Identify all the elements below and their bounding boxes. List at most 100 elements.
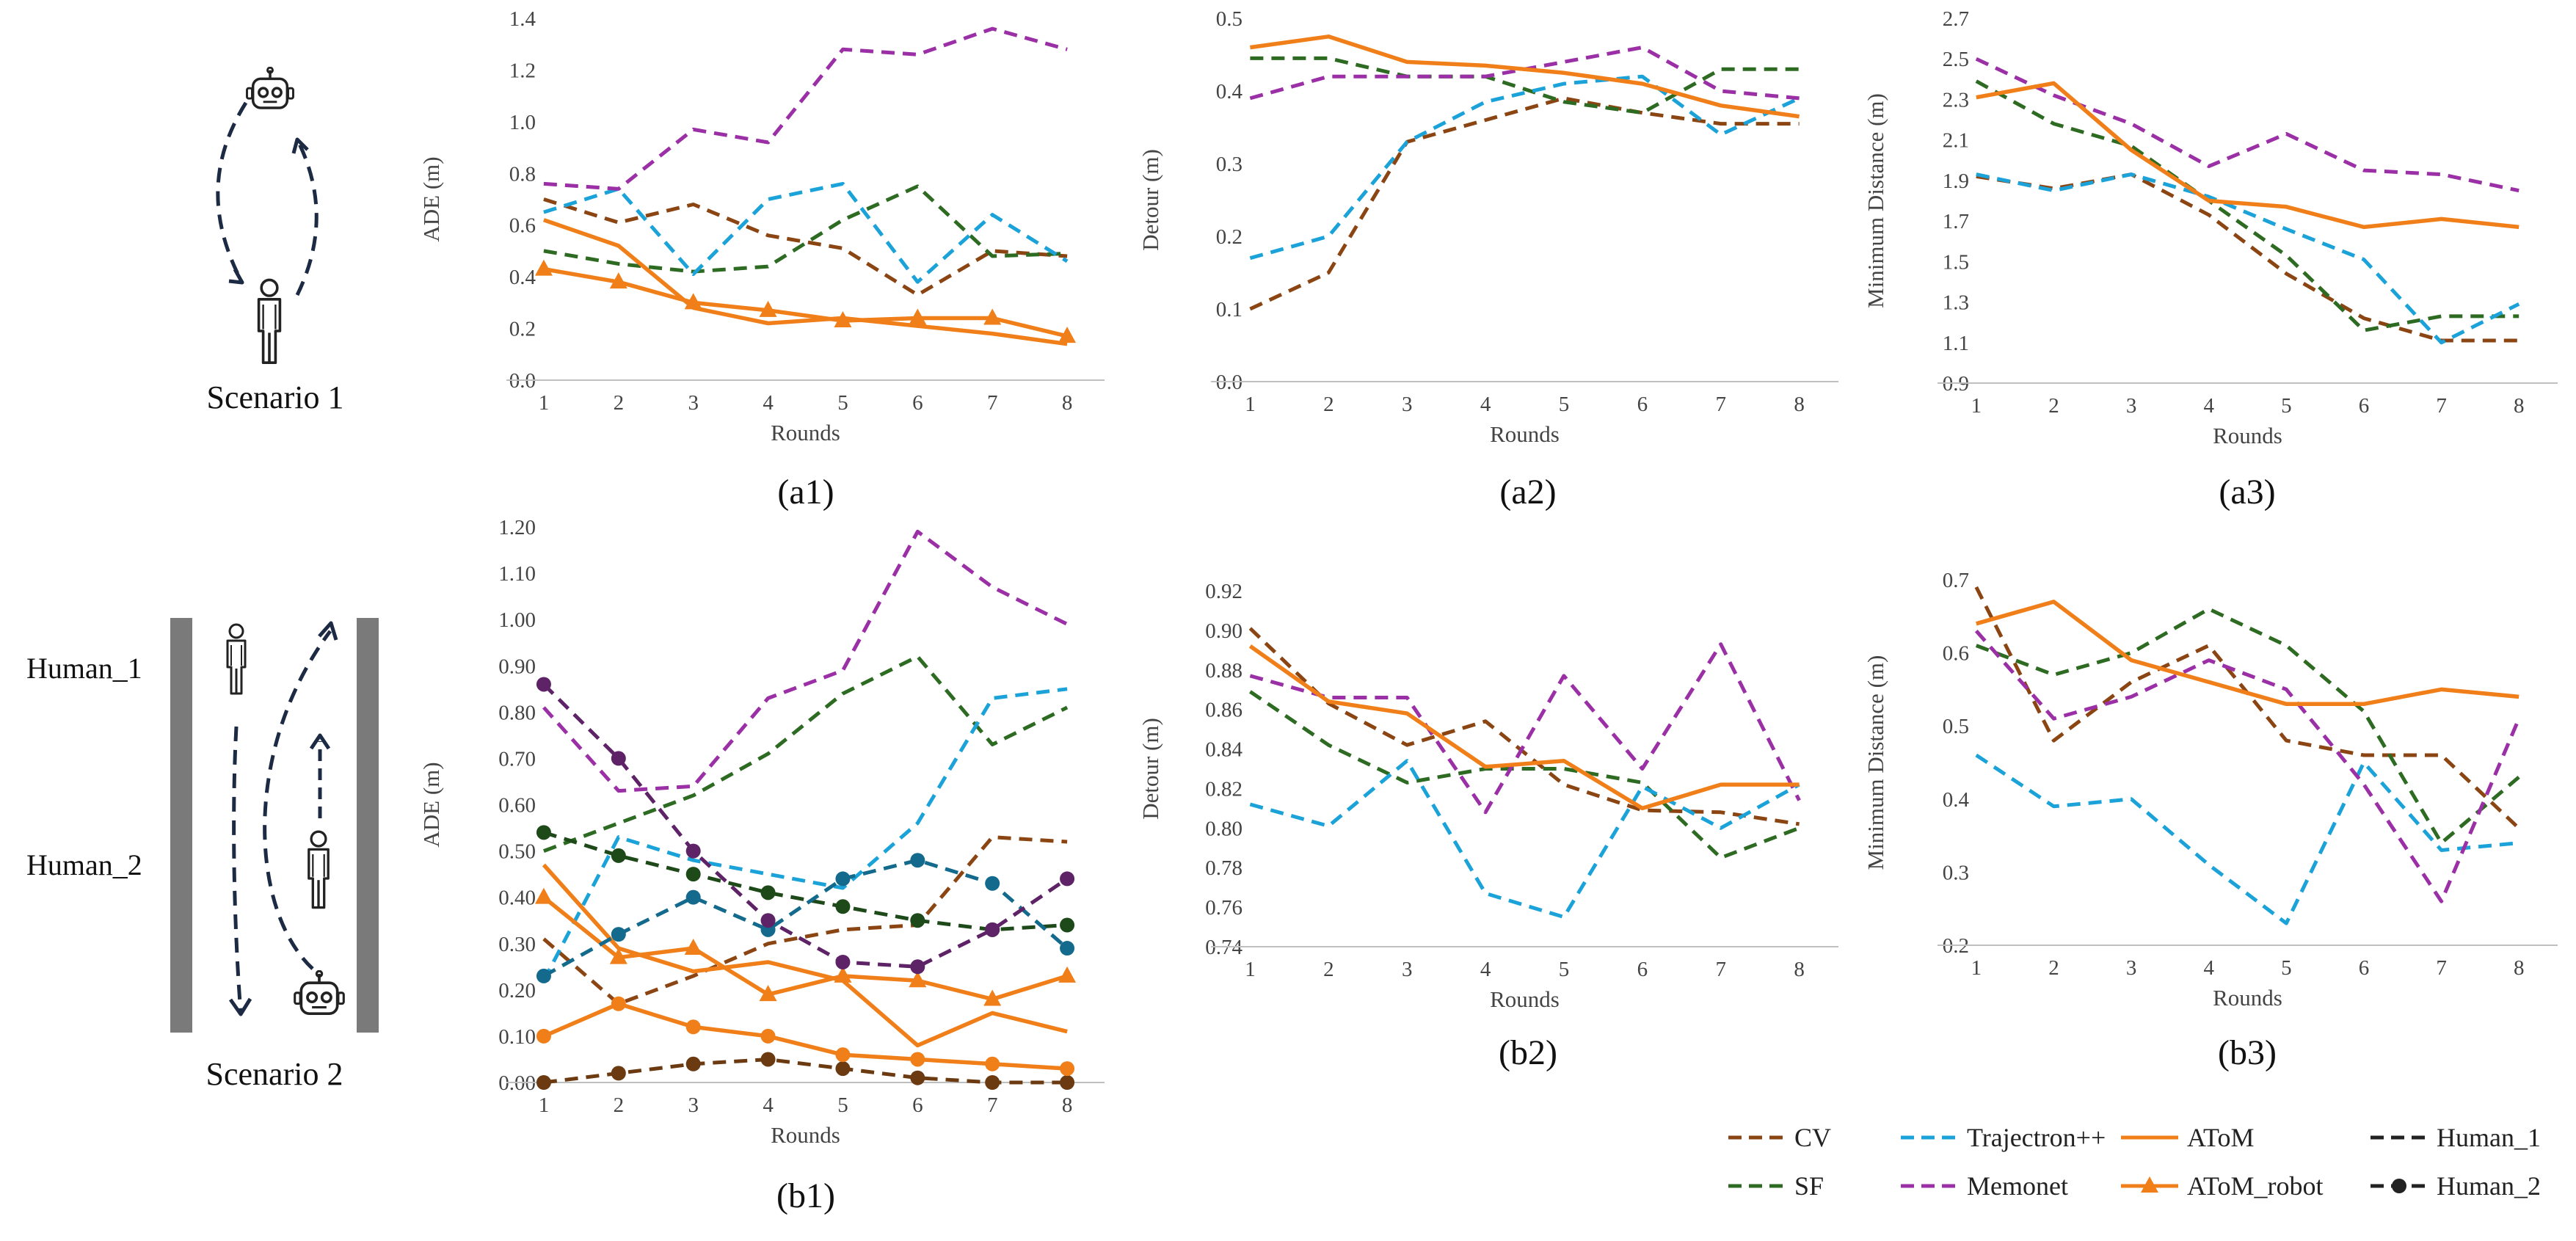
panel-label-a3: (a3)	[2219, 473, 2275, 512]
y-tick-label: 0.40	[498, 887, 536, 910]
data-point-circle	[536, 1075, 551, 1090]
x-tick-label: 2	[614, 391, 625, 415]
scenario-1-illustration: Scenario 1	[207, 67, 343, 415]
y-tick-label: 0.86	[1205, 699, 1242, 722]
y-tick-label: 2.1	[1943, 129, 1969, 153]
y-axis-title: Minimum Distance (m)	[1863, 655, 1888, 870]
data-point-circle	[685, 1056, 701, 1071]
chart-a1: 0.00.20.40.60.81.01.21.41 2 3 4 5 6 7 8RoundsAD…	[418, 7, 1105, 512]
panel-label-a2: (a2)	[1499, 473, 1556, 512]
series-sf	[1248, 690, 1800, 860]
legend-item-atom: AToM	[2121, 1123, 2255, 1152]
legend-label: Trajectron++	[1967, 1123, 2106, 1152]
series-line	[1250, 56, 1800, 115]
series-atom	[1250, 34, 1800, 119]
x-tick-label: 2	[2048, 394, 2059, 418]
y-tick-label: 0.78	[1205, 856, 1242, 880]
robot-icon	[293, 970, 346, 1016]
series-memonet-human-2	[536, 677, 1075, 975]
x-tick-label: 3	[1402, 958, 1413, 981]
path-robot-to-human	[216, 101, 248, 284]
data-point-circle	[1060, 917, 1075, 933]
x-tick-label: 6	[1637, 393, 1648, 416]
x-tick-label: 7	[2436, 394, 2447, 418]
data-point-triangle	[759, 300, 777, 317]
x-tick-label: 3	[2126, 956, 2137, 980]
x-tick-label: 1	[539, 1093, 550, 1117]
y-tick-label: 1.4	[509, 7, 536, 31]
x-tick-label: 7	[987, 391, 998, 415]
series-line	[542, 835, 1068, 1006]
series-atom-human-2	[536, 996, 1075, 1077]
x-axis-title: Rounds	[771, 1122, 840, 1148]
legend-item-trajectron-: Trajectron++	[1901, 1123, 2106, 1152]
x-axis-title: Rounds	[2213, 985, 2282, 1011]
data-point-circle	[985, 1075, 1000, 1090]
right-wall	[357, 618, 379, 1033]
scenario-2-illustration: Human_1 Human_2 Scenario 2	[26, 618, 379, 1092]
series-line	[1249, 642, 1801, 815]
data-point-circle	[910, 1052, 925, 1067]
data-point-triangle	[609, 947, 627, 964]
x-tick-label: 5	[2281, 394, 2292, 418]
series-cv	[1974, 586, 2520, 830]
series-line	[1248, 690, 1800, 860]
series-cv	[1249, 96, 1800, 311]
series-atom	[1976, 600, 2519, 707]
series-sf	[1250, 56, 1800, 115]
y-tick-label: 1.10	[498, 562, 536, 586]
series-trajectron-	[1975, 753, 2519, 925]
data-point-triangle	[684, 293, 702, 310]
human-1-label: Human_1	[26, 652, 142, 685]
series-line	[1975, 57, 2519, 193]
person-icon	[307, 830, 330, 909]
y-tick-label: 0.88	[1205, 659, 1242, 683]
x-tick-label: 3	[688, 391, 699, 415]
x-tick-label: 7	[1715, 958, 1726, 981]
x-tick-label: 4	[763, 1093, 774, 1117]
legend: CV Trajectron++ AToM Human_1 SF Memonet AToM_r…	[1728, 1123, 2541, 1201]
series-line	[1976, 600, 2519, 707]
x-tick-label: 5	[837, 1093, 848, 1117]
legend-item-memonet: Memonet	[1901, 1171, 2068, 1201]
x-tick-label: 1	[1971, 394, 1982, 418]
x-tick-label: 5	[1559, 393, 1570, 416]
arrow-head-up-icon	[309, 733, 331, 750]
chart-b3: 0.20.30.40.50.60.71 2 3 4 5 6 7 8RoundsMinimum …	[1863, 569, 2558, 1072]
series-line	[1250, 34, 1800, 119]
x-tick-label: 7	[1715, 393, 1726, 416]
data-point-triangle	[909, 971, 927, 988]
series-sf	[543, 184, 1068, 274]
y-tick-label: 0.1	[1216, 298, 1242, 321]
series-line	[542, 895, 1068, 1002]
y-tick-label: 1.00	[498, 608, 536, 632]
y-tick-label: 0.2	[509, 318, 536, 341]
x-tick-label: 1	[1245, 958, 1256, 981]
data-point-triangle	[909, 308, 927, 325]
series-trajectron-human-2	[536, 853, 1075, 983]
y-tick-label: 1.0	[509, 111, 536, 134]
series-line	[542, 529, 1069, 793]
data-point-triangle	[609, 272, 627, 289]
data-point-circle	[910, 1070, 925, 1085]
data-point-circle	[985, 922, 1000, 937]
y-tick-label: 0.7	[1943, 569, 1969, 592]
y-tick-label: 0.20	[498, 979, 536, 1002]
y-tick-label: 0.10	[498, 1025, 536, 1049]
data-point-circle	[685, 1019, 701, 1035]
panel-label-a1: (a1)	[777, 473, 834, 512]
x-tick-label: 1	[1245, 393, 1256, 416]
data-point-circle	[985, 1056, 1000, 1071]
series-line	[542, 687, 1068, 982]
series-line	[1976, 81, 2519, 230]
robot-icon	[245, 67, 295, 109]
y-axis-title: Detour (m)	[1138, 149, 1163, 251]
left-wall	[170, 618, 192, 1033]
series-line	[542, 863, 1068, 1048]
series-line	[1249, 96, 1800, 311]
panel-label-b1: (b1)	[776, 1176, 835, 1215]
panel-label-b3: (b3)	[2218, 1033, 2277, 1072]
y-tick-label: 1.3	[1943, 291, 1969, 315]
scenario-2-label: Scenario 2	[206, 1056, 343, 1092]
legend-marker-triangle	[2141, 1176, 2158, 1193]
